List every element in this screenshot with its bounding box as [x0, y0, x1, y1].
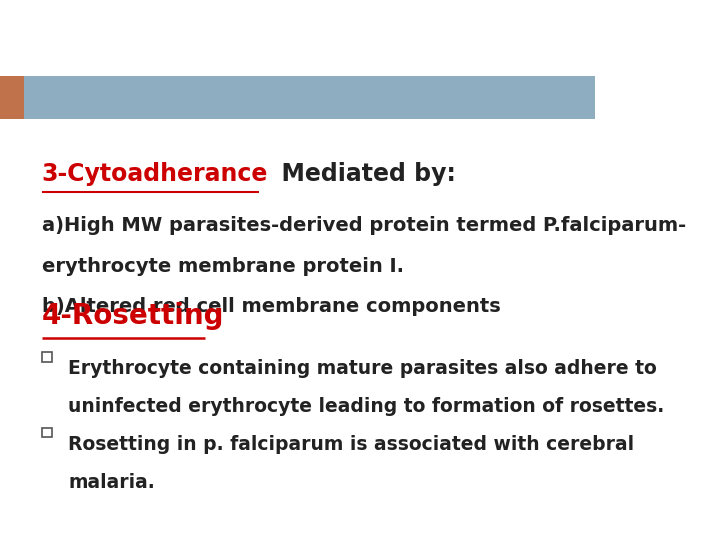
Text: Erythrocyte containing mature parasites also adhere to: Erythrocyte containing mature parasites … [68, 359, 657, 378]
Text: 3-Cytoadherance: 3-Cytoadherance [42, 162, 268, 186]
Text: 4-Rosetting: 4-Rosetting [42, 302, 224, 330]
Text: b)Altered red cell membrane components: b)Altered red cell membrane components [42, 297, 500, 316]
Text: erythrocyte membrane protein I.: erythrocyte membrane protein I. [42, 256, 404, 275]
Text: a)High MW parasites-derived protein termed P.falciparum-: a)High MW parasites-derived protein term… [42, 216, 685, 235]
Text: Rosetting in p. falciparum is associated with cerebral: Rosetting in p. falciparum is associated… [68, 435, 634, 454]
Text: uninfected erythrocyte leading to formation of rosettes.: uninfected erythrocyte leading to format… [68, 397, 665, 416]
FancyBboxPatch shape [0, 76, 24, 119]
FancyBboxPatch shape [0, 76, 595, 119]
Bar [42, 352, 53, 362]
Text: Mediated by:: Mediated by: [265, 162, 456, 186]
Bar [42, 428, 53, 437]
Text: malaria.: malaria. [68, 472, 155, 491]
